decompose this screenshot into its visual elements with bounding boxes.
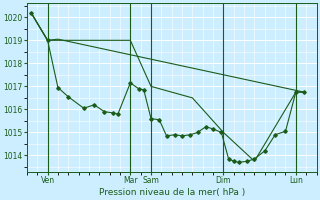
X-axis label: Pression niveau de la mer( hPa ): Pression niveau de la mer( hPa ) [99,188,245,197]
